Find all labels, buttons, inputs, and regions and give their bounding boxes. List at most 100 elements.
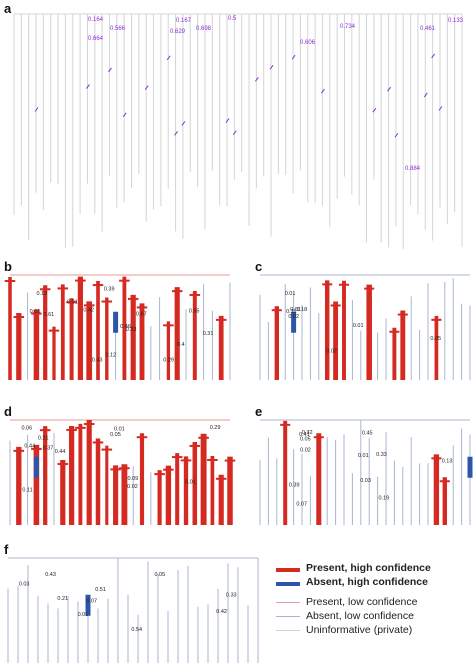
tree-e-label: 0.45 [362,431,373,437]
tree-f-label: 0.21 [57,596,68,602]
tree-b-label: 0.01 [67,300,78,306]
tree-f-label: 0.07 [86,599,97,605]
tree-node-marker [232,130,237,136]
legend-item-present-low: Present, low confidence [276,596,472,610]
tree-f-label: 0.01 [78,612,89,618]
tree-node-marker [387,86,391,92]
tree-b-label: 0.42 [83,308,94,314]
tree-node-marker [166,55,171,61]
tree-d-label: 0.02 [127,484,138,490]
tree-node-marker [254,76,259,82]
node-label: 0.167 [176,18,192,24]
legend-swatch-absent-low [276,616,300,617]
tree-b-label: 0.87 [136,312,147,318]
tree-node-marker [34,107,39,112]
tree-node-marker [122,112,127,118]
tree-c-label: 0.11 [286,309,296,315]
legend-label-present-low: Present, low confidence [306,596,418,608]
tree-e-label: 0.39 [289,482,300,488]
tree-c-label: 0.01 [285,291,296,297]
legend-label-present-high: Present, high confidence [306,562,431,574]
node-label: 0.698 [196,26,212,32]
legend-item-absent-low: Absent, low confidence [276,610,472,624]
tree-node-marker [108,67,112,73]
tree-node-marker [86,84,90,89]
tree-node-marker [144,85,149,90]
tree-node-marker [291,54,296,60]
tree-d-label: 0.01 [185,480,196,486]
tree-b-label: 0.61 [44,312,55,318]
tree-f-label: 0.51 [95,587,106,593]
node-label: 0.5 [228,16,237,22]
legend-swatch-present-high [276,568,300,572]
tree-node-marker [174,130,178,136]
node-label: 0.734 [340,24,356,30]
panel-label-a: a [4,1,12,16]
tree-b-label: 0.05 [30,309,41,315]
panel-label-b: b [4,259,12,274]
tree-node-marker [423,92,428,98]
legend-swatch-absent-high [276,582,300,586]
tree-e-label: 0.07 [296,501,307,507]
node-label: 0.884 [405,166,421,172]
tree-b-label: 0.13 [37,291,48,297]
tree-e-label: 0.32 [302,430,313,436]
tree-e-label: 0.02 [300,447,311,453]
legend-item-uninformative: Uninformative (private) [276,624,472,638]
panel-label-f: f [4,542,9,557]
tree-node-marker [225,118,230,123]
tree-e-label: 0.41 [299,432,310,438]
tree-b-label: 0.55 [189,308,200,314]
tree-node-marker [372,107,377,113]
panel-label-e: e [255,404,263,419]
tree-d-label: 0.01 [114,426,125,432]
tree-c-label: 0.05 [430,336,441,342]
tree-node-marker [394,132,399,138]
tree-b-label: 0.33 [126,327,137,333]
tree-b-label: 0.31 [203,331,214,337]
tree-b-label: 0.12 [105,352,116,358]
node-label: 0.566 [110,26,126,32]
legend-swatch-present-low [276,602,300,603]
tree-b-label: 0.29 [163,358,174,364]
legend-item-absent-high: Absent, high confidence [276,576,472,590]
tree-node-marker [438,106,443,111]
tree-e-label: 0.05 [300,437,311,443]
tree-e-label: 0.03 [360,478,371,484]
panel-label-c: c [255,259,263,274]
tree-f-label: 0.54 [131,627,142,633]
tree-b-label: 0.46 [120,324,131,330]
tree-f-label: 0.43 [45,572,56,578]
node-label: 0.133 [448,18,464,24]
tree-d-label: 0.44 [55,449,66,455]
tree-d-label: 0.09 [127,476,138,482]
tree-c-label: 0.18 [296,307,307,313]
tree-e-label: 0.01 [358,453,369,459]
tree-c-label: 0.02 [288,314,299,320]
tree-b-label: 0.4 [177,342,185,348]
legend-label-absent-high: Absent, high confidence [306,576,428,588]
legend: Present, high confidence Absent, high co… [276,562,472,662]
tree-d-label: 0.29 [210,425,221,431]
tree-d-label: 0.05 [110,432,121,438]
node-label: 0.664 [88,36,104,42]
tree-node-marker [269,64,274,70]
tree-d-label: 0.44 [24,443,35,449]
tree-f-label: 0.03 [19,581,30,587]
tree-e-label: 0.19 [379,495,390,501]
legend-label-uninformative: Uninformative (private) [306,624,413,636]
tree-f-label: 0.05 [154,572,165,578]
tree-e-label: 0.13 [442,458,453,464]
tree-c-label: 0.01 [290,307,301,313]
legend-item-present-high: Present, high confidence [276,562,472,576]
panel-label-d: d [4,404,12,419]
tree-node-marker [321,88,325,94]
tree-e-label: 0.33 [376,452,387,458]
node-label: 0.606 [300,40,316,46]
node-label: 0.164 [88,17,104,23]
tree-d-label: 0.37 [43,446,54,452]
tree-d-label: 0.21 [38,435,49,441]
legend-swatch-uninformative [276,630,300,631]
tree-c-label: 0.02 [326,348,337,354]
node-label: 0.629 [170,29,186,35]
